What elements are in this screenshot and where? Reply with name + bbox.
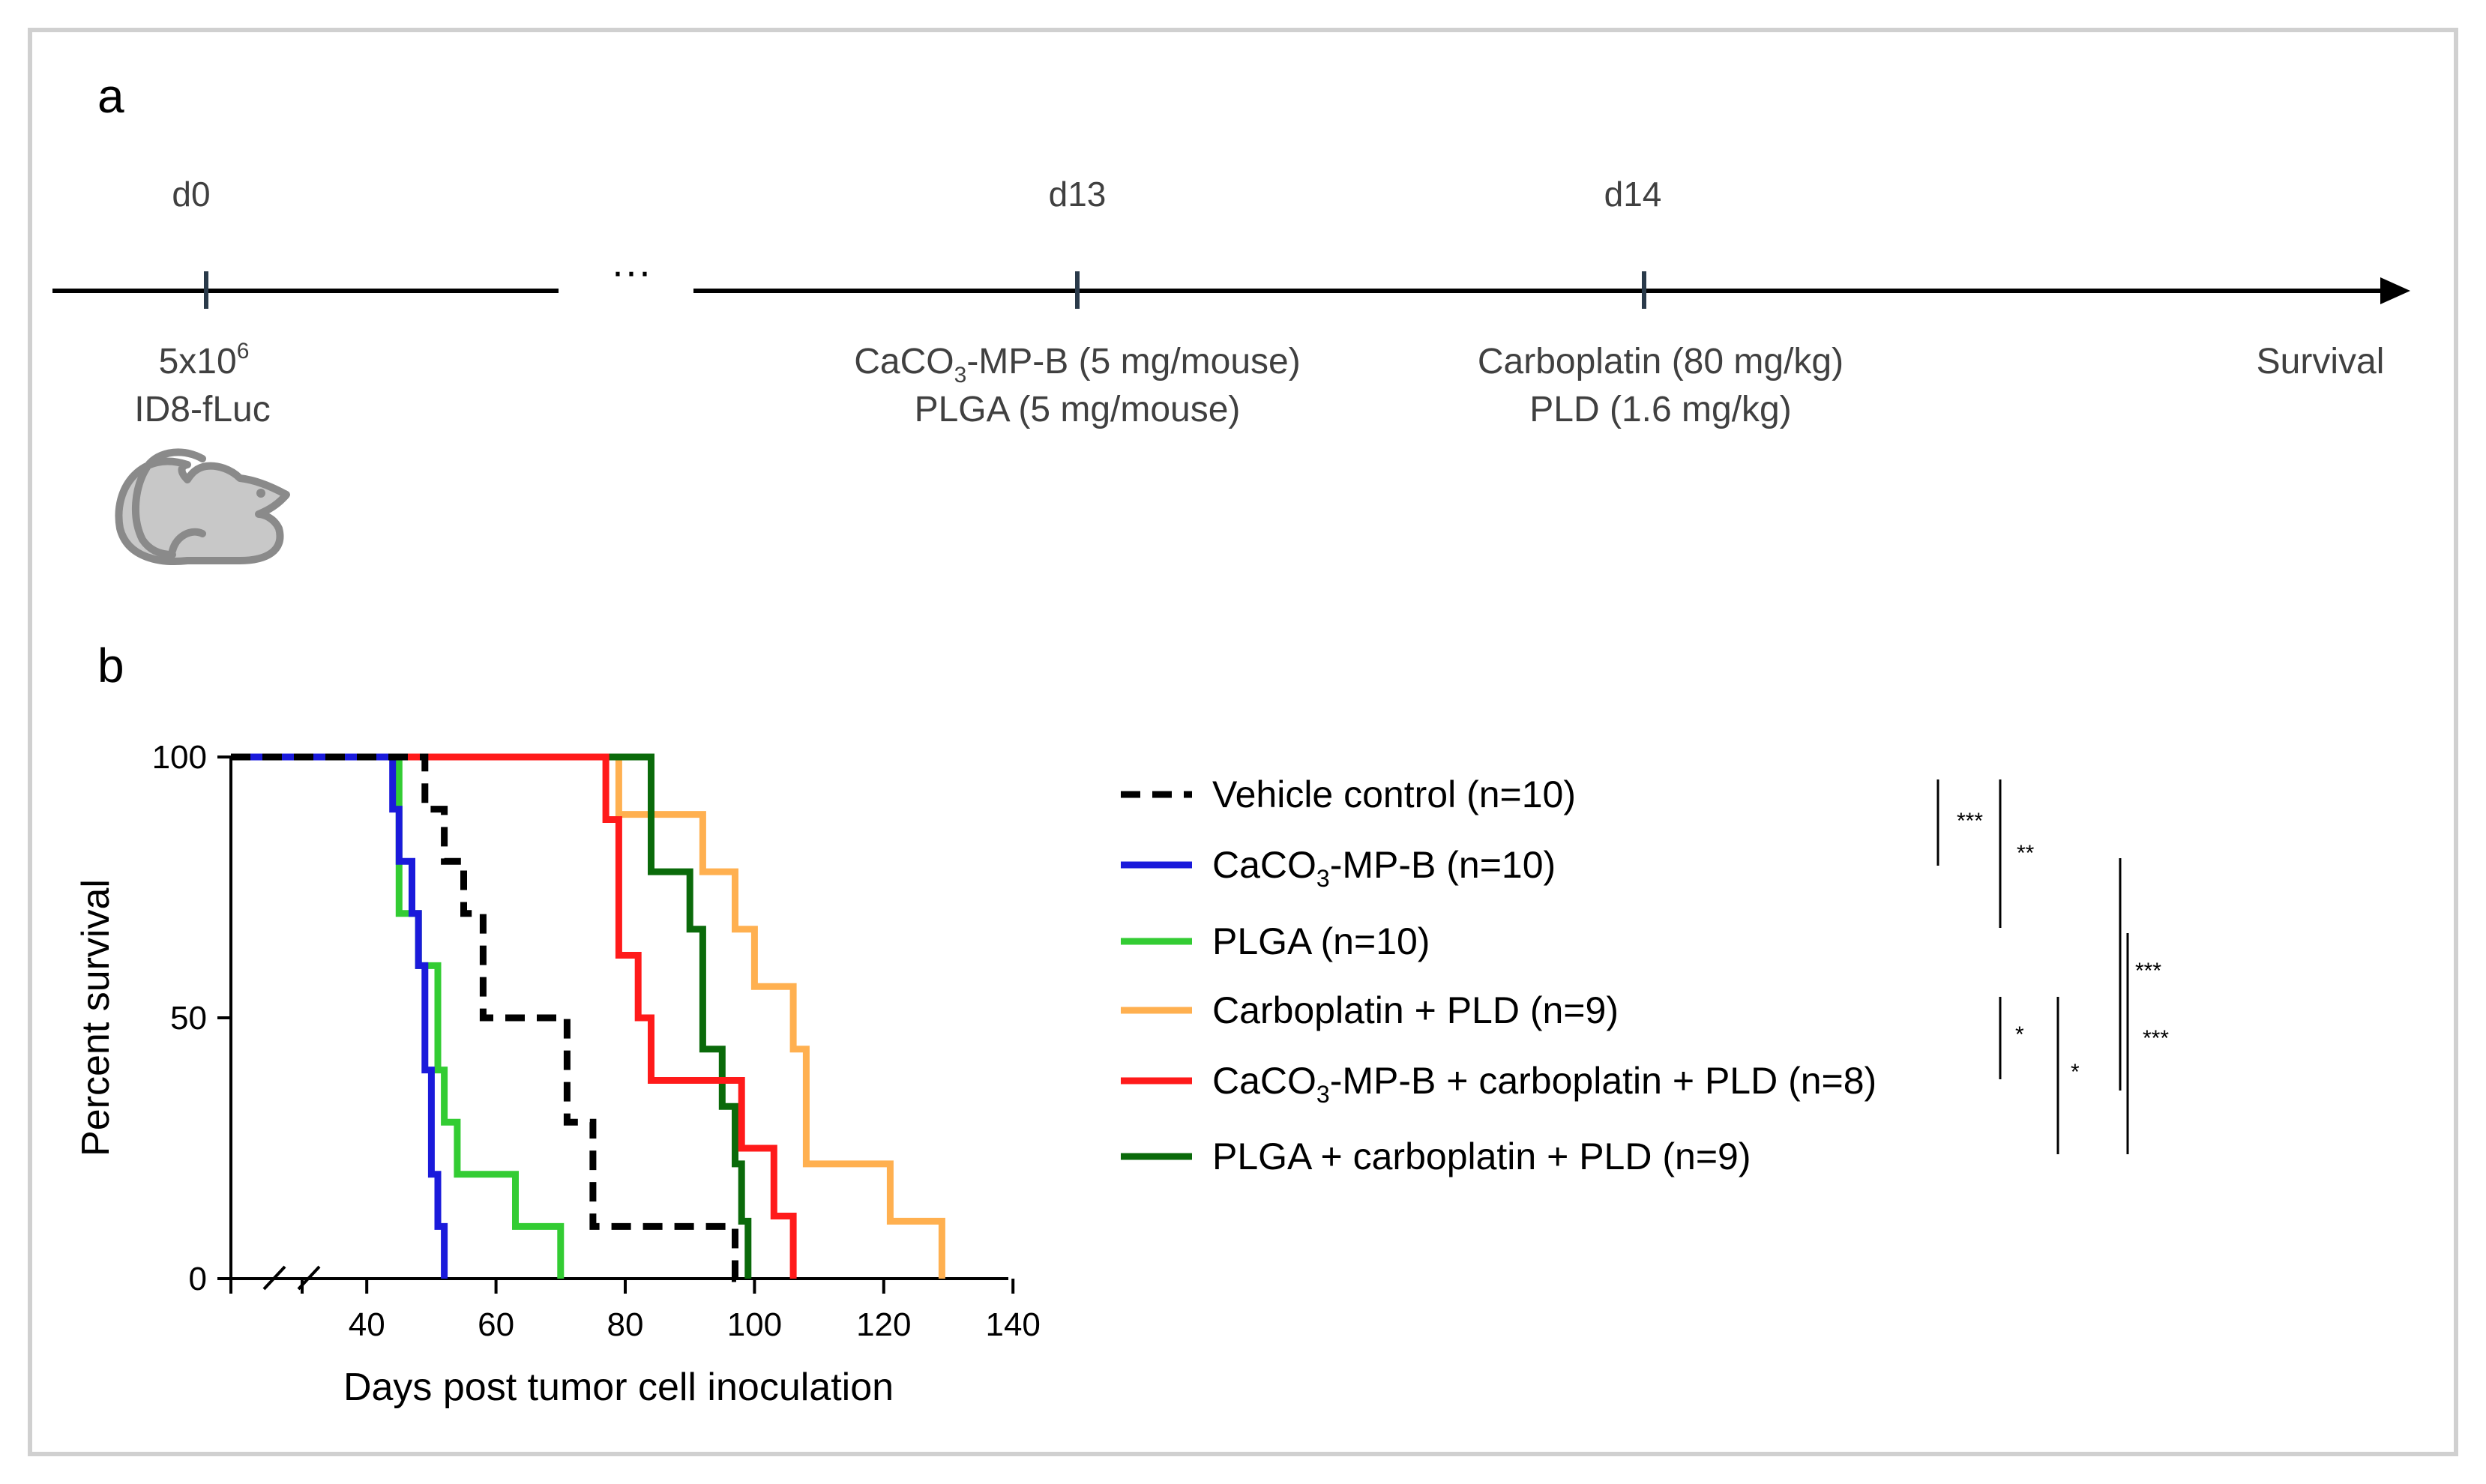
x-tick-label: 120	[856, 1306, 911, 1343]
x-tick-label: 100	[727, 1306, 782, 1343]
legend-label-subscript: 3	[1316, 1081, 1330, 1108]
series-lines	[231, 753, 945, 1282]
significance-label: *	[2071, 1060, 2080, 1085]
x-tick-label: 140	[985, 1306, 1040, 1343]
legend-label: PLGA (n=10)	[1212, 920, 1430, 962]
timeline-ellipsis: ···	[611, 249, 651, 294]
timeline-day-label: d13	[1049, 175, 1107, 214]
legend-item-carbo-pld: Carboplatin + PLD (n=9)	[1121, 989, 1619, 1031]
y-tick-label: 50	[170, 1000, 207, 1037]
event-d13-subscript: 3	[954, 363, 967, 387]
legend-label: CaCO3-MP-B (n=10)	[1212, 844, 1556, 892]
panel-b-letter: b	[97, 639, 124, 693]
significance-label: ***	[2135, 959, 2161, 983]
y-ticks: 0 50 100	[152, 739, 231, 1297]
legend: Vehicle control (n=10) CaCO3-MP-B (n=10)…	[1121, 773, 1876, 1177]
event-d0-line1: 5x106	[159, 339, 250, 381]
legend-item-caco3-carbo-pld: CaCO3-MP-B + carboplatin + PLD (n=8)	[1121, 1060, 1876, 1108]
y-tick-label: 0	[189, 1261, 207, 1297]
figure-frame	[28, 28, 2458, 1456]
significance-label: ***	[2143, 1026, 2169, 1051]
significance-label: ***	[1957, 809, 1983, 833]
significance-label: **	[2017, 841, 2035, 866]
series-line-caco3	[231, 753, 448, 1279]
legend-item-plga: PLGA (n=10)	[1121, 920, 1430, 962]
legend-label-part: CaCO	[1212, 1060, 1316, 1102]
series-line-carbo-pld	[231, 753, 945, 1279]
legend-label: Vehicle control (n=10)	[1212, 773, 1576, 815]
timeline-endpoint: Survival	[2257, 342, 2385, 381]
timeline: ··· d0 d13 d14 5x106 ID8-fLuc CaCO3-MP-B…	[52, 175, 2410, 429]
event-d0-superscript: 6	[237, 339, 250, 364]
legend-label-part: CaCO	[1212, 844, 1316, 886]
legend-label-part: -MP-B (n=10)	[1330, 844, 1556, 886]
legend-item-vehicle: Vehicle control (n=10)	[1121, 773, 1576, 815]
x-tick-label: 40	[349, 1306, 385, 1343]
x-tick-label: 80	[607, 1306, 644, 1343]
significance-brackets	[1936, 779, 2129, 1154]
series-line-plga	[231, 753, 565, 1279]
event-d13-text-a: CaCO	[854, 342, 954, 381]
x-ticks: 40 60 80 100 120 140	[229, 1279, 1041, 1343]
legend-label: PLGA + carboplatin + PLD (n=9)	[1212, 1135, 1751, 1177]
legend-item-caco3: CaCO3-MP-B (n=10)	[1121, 844, 1556, 892]
event-d13-line2: PLGA (5 mg/mouse)	[915, 390, 1241, 429]
panel-a-letter: a	[97, 69, 124, 123]
legend-item-plga-carbo-pld: PLGA + carboplatin + PLD (n=9)	[1121, 1135, 1751, 1177]
x-tick-label: 60	[478, 1306, 514, 1343]
significance-labels: *** ** *** * * ***	[1957, 809, 2169, 1085]
mouse-icon	[115, 448, 290, 565]
y-tick-label: 100	[152, 739, 207, 776]
series-line-caco3-carbo-pld	[231, 753, 797, 1279]
x-axis-label: Days post tumor cell inoculation	[343, 1366, 894, 1409]
series-line-vehicle	[231, 753, 742, 1282]
legend-label: Carboplatin + PLD (n=9)	[1212, 989, 1619, 1031]
axis-break-mark	[262, 1265, 286, 1291]
significance-label: *	[2015, 1022, 2024, 1047]
timeline-day-label: d0	[172, 175, 210, 214]
timeline-arrowhead	[2380, 277, 2410, 304]
event-d0-text: 5x10	[159, 342, 237, 381]
legend-label-part: -MP-B + carboplatin + PLD (n=8)	[1330, 1060, 1877, 1102]
y-axis-label: Percent survival	[74, 879, 118, 1156]
event-d13-text-b: -MP-B (5 mg/mouse)	[966, 342, 1300, 381]
event-d13-line1: CaCO3-MP-B (5 mg/mouse)	[854, 342, 1300, 387]
event-d0-line2: ID8-fLuc	[134, 390, 270, 429]
legend-label: CaCO3-MP-B + carboplatin + PLD (n=8)	[1212, 1060, 1876, 1108]
legend-label-subscript: 3	[1316, 865, 1330, 892]
event-d14-line2: PLD (1.6 mg/kg)	[1529, 390, 1791, 429]
event-d14-line1: Carboplatin (80 mg/kg)	[1478, 342, 1844, 381]
series-line-plga-carbo-pld	[231, 753, 752, 1279]
timeline-day-label: d14	[1604, 175, 1662, 214]
